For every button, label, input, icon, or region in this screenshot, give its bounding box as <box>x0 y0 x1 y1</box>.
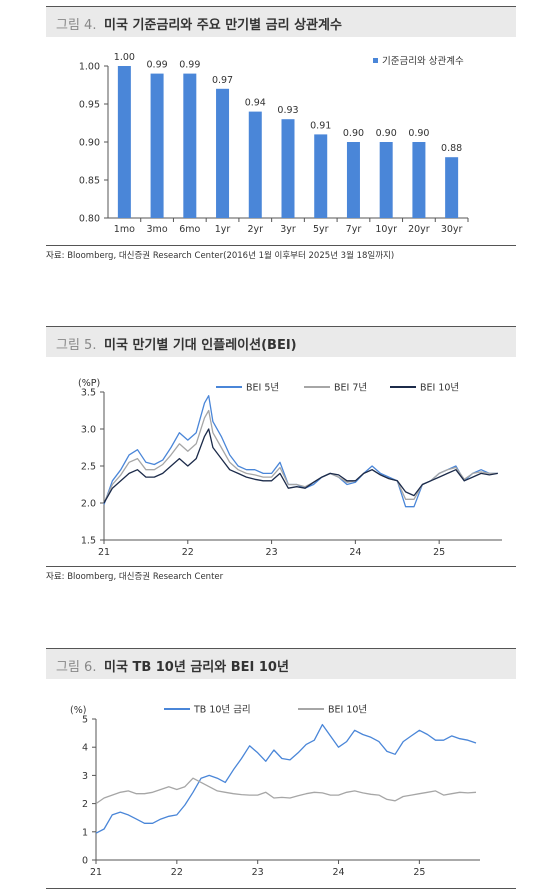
series-line <box>95 723 477 834</box>
x-tick-label: 21 <box>98 547 110 558</box>
series-line <box>95 777 477 805</box>
y-tick-label: 0.80 <box>79 214 100 225</box>
legend-label: 기준금리와 상관계수 <box>382 55 464 67</box>
bar-data-label: 0.90 <box>343 128 364 139</box>
x-tick-label: 24 <box>349 547 361 558</box>
figure-6-number: 그림 6. <box>56 660 97 675</box>
bar <box>216 88 230 218</box>
legend-label: BEI 10년 <box>328 705 367 716</box>
y-tick-label: 1.5 <box>81 536 96 547</box>
x-tick-label: 21 <box>90 867 102 878</box>
legend-label: BEI 5년 <box>246 383 279 394</box>
bar-data-label: 0.99 <box>179 60 200 71</box>
y-tick-label: 0.95 <box>79 100 100 111</box>
x-tick-label: 23 <box>252 867 264 878</box>
x-tick-label: 1yr <box>215 224 231 235</box>
figure-4-number: 그림 4. <box>56 18 97 33</box>
bar <box>248 111 262 218</box>
y-tick-label: 0.85 <box>79 176 100 187</box>
bei-line-chart: (%P) 1.5 2.0 2.5 3.0 3.5 21 22 23 24 25 BEI 5년 BEI 7… <box>78 378 502 558</box>
y-tick-label: 3 <box>82 771 88 782</box>
figure-6-title: 미국 TB 10년 금리와 BEI 10년 <box>104 660 289 675</box>
figure-5-title: 미국 만기별 기대 인플레이션(BEI) <box>104 338 297 353</box>
bar <box>379 142 393 218</box>
y-tick-label: 2.0 <box>81 499 96 510</box>
figure-5-header: 그림 5. 미국 만기별 기대 인플레이션(BEI) <box>46 326 516 357</box>
y-tick-label: 2 <box>82 799 88 810</box>
figure-4-source-rule <box>46 245 516 246</box>
x-tick-label: 30yr <box>441 224 463 235</box>
series-line <box>103 395 498 508</box>
y-tick-label: 1 <box>82 827 88 838</box>
bar-data-label: 0.94 <box>245 98 266 109</box>
legend-label: BEI 7년 <box>334 383 367 394</box>
bar <box>346 142 360 218</box>
legend-label: BEI 10년 <box>420 383 459 394</box>
figure-4-header: 그림 4. 미국 기준금리와 주요 만기별 금리 상관계수 <box>46 6 516 37</box>
x-tick-label: 1mo <box>114 224 135 235</box>
y-tick-label: 3.5 <box>81 388 96 399</box>
legend-swatch <box>373 58 378 63</box>
bar <box>117 66 131 218</box>
x-tick-label: 23 <box>266 547 278 558</box>
figure-6-header: 그림 6. 미국 TB 10년 금리와 BEI 10년 <box>46 648 516 679</box>
figure-5-source: 자료: Bloomberg, 대신증권 Research Center <box>46 572 224 582</box>
y-tick-label: 0 <box>82 856 88 867</box>
x-tick-label: 7yr <box>346 224 362 235</box>
bar-data-label: 0.90 <box>376 128 397 139</box>
figure-5-source-rule <box>46 566 516 567</box>
figure-4-title: 미국 기준금리와 주요 만기별 금리 상관계수 <box>104 18 342 33</box>
bar <box>314 134 328 218</box>
y-unit-label: (%P) <box>78 378 100 389</box>
series-line <box>103 428 498 504</box>
x-tick-label: 10yr <box>375 224 397 235</box>
bar-data-label: 0.90 <box>408 128 429 139</box>
bar-data-label: 0.99 <box>147 60 168 71</box>
x-tick-label: 25 <box>413 867 425 878</box>
y-tick-label: 3.0 <box>81 425 96 436</box>
bar-data-label: 0.93 <box>277 105 298 116</box>
x-tick-label: 22 <box>171 867 183 878</box>
bar-data-label: 0.97 <box>212 75 233 86</box>
y-tick-label: 4 <box>82 743 88 754</box>
legend-label: TB 10년 금리 <box>193 705 251 716</box>
x-tick-label: 5yr <box>313 224 329 235</box>
x-tick-label: 20yr <box>408 224 430 235</box>
x-tick-label: 3yr <box>280 224 296 235</box>
figure-5-number: 그림 5. <box>56 338 97 353</box>
bar <box>445 157 459 218</box>
x-tick-label: 24 <box>332 867 344 878</box>
bar-data-label: 1.00 <box>114 52 135 63</box>
bar <box>183 73 197 218</box>
x-tick-label: 3mo <box>147 224 168 235</box>
figure-4-source: 자료: Bloomberg, 대신증권 Research Center(2016… <box>46 251 395 261</box>
y-tick-label: 0.90 <box>79 138 100 149</box>
x-tick-label: 22 <box>182 547 194 558</box>
series-line <box>103 409 498 504</box>
bar <box>150 73 164 218</box>
bar-data-label: 0.88 <box>441 143 462 154</box>
x-tick-label: 2yr <box>247 224 263 235</box>
y-tick-label: 5 <box>82 715 88 726</box>
correlation-bar-chart: 0.80 0.85 0.90 0.95 1.00 1.00 1mo 0.99 3mo 0.99 6m… <box>79 52 469 235</box>
figure-6-bottom-rule <box>46 888 516 889</box>
y-tick-label: 2.5 <box>81 462 96 473</box>
bar <box>281 119 295 218</box>
bar-data-label: 0.91 <box>310 120 331 131</box>
x-tick-label: 6mo <box>179 224 200 235</box>
y-tick-label: 1.00 <box>79 62 100 73</box>
bar <box>412 142 426 218</box>
x-tick-label: 25 <box>433 547 445 558</box>
y-unit-label: (%) <box>70 705 86 716</box>
